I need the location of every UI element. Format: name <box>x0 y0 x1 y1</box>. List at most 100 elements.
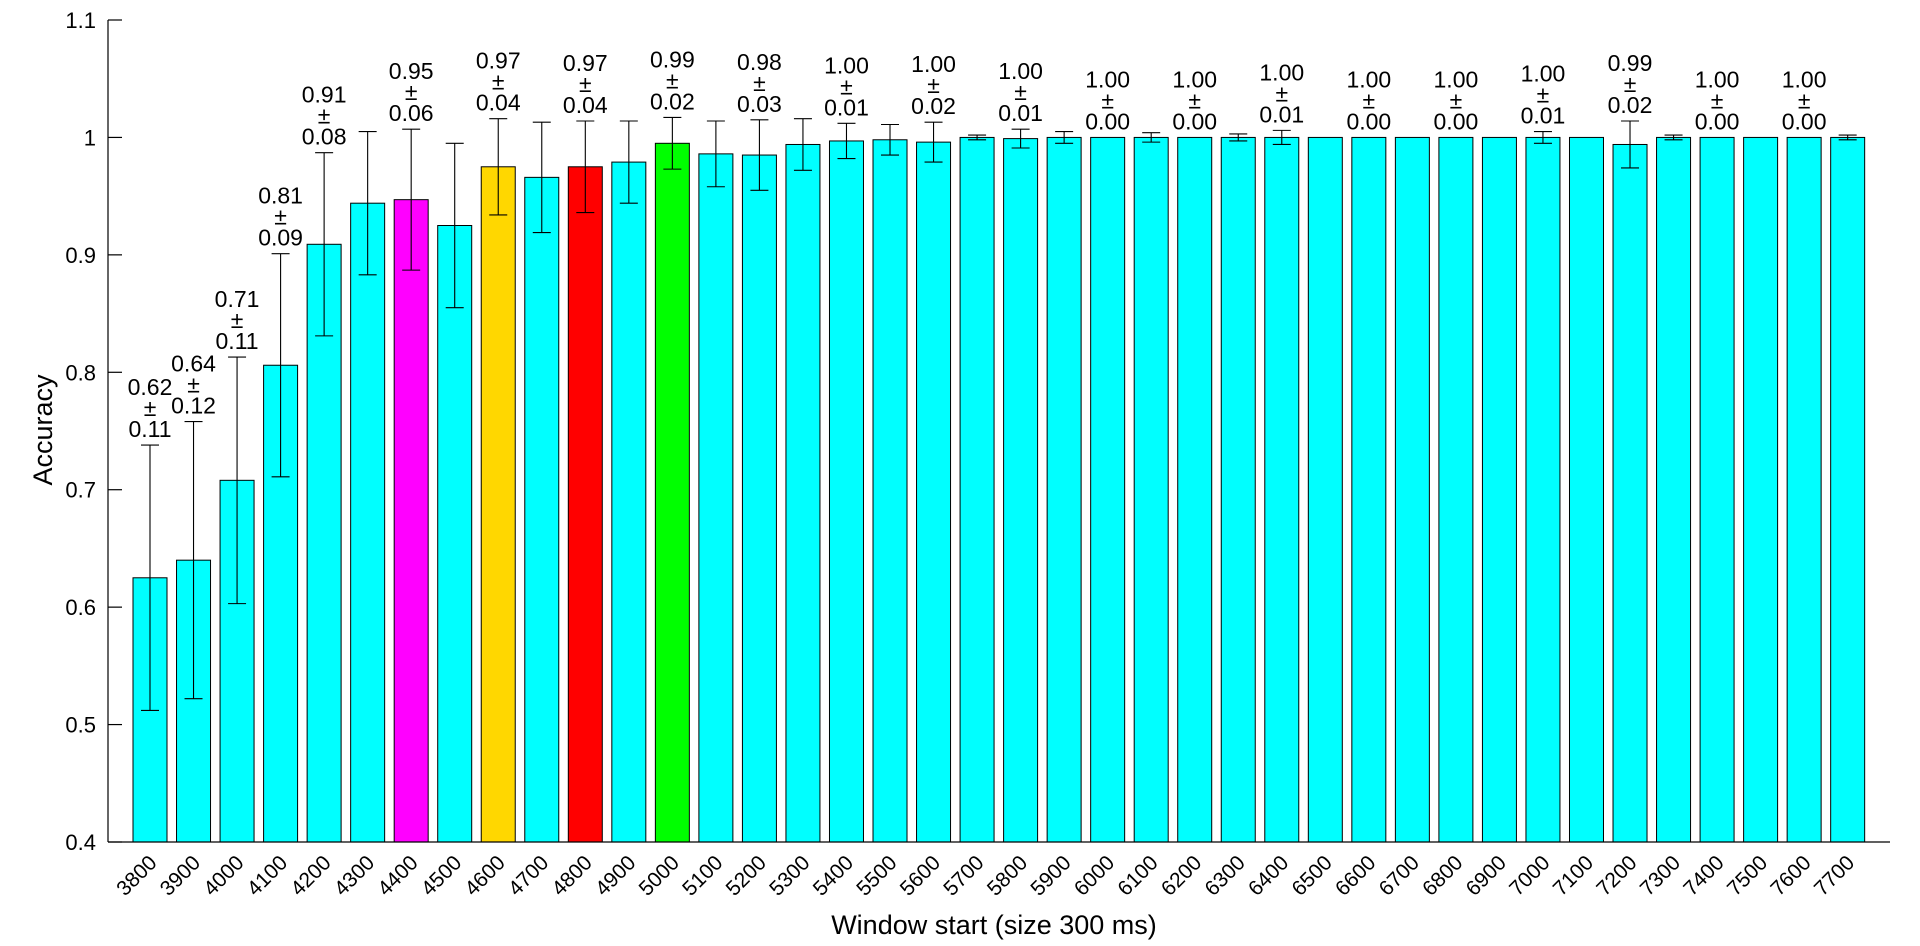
error-bar-7200 <box>1621 120 1640 169</box>
data-label-mean: 1.00 <box>1259 59 1304 85</box>
x-tick-label: 5300 <box>765 851 814 900</box>
data-label-pm: ± <box>1275 80 1288 106</box>
error-bar-4300 <box>358 131 377 276</box>
data-label-4000: 0.71±0.11 <box>215 286 260 354</box>
error-bar-5600 <box>924 121 943 163</box>
bar-7600 <box>1786 136 1822 843</box>
error-bar-5200 <box>750 119 769 191</box>
y-ticks: 0.4 0.5 0.6 0.7 0.8 0.9 1 1.1 <box>65 8 122 855</box>
x-tick-label: 4800 <box>548 851 597 900</box>
data-label-err: 0.02 <box>650 88 695 114</box>
data-label-mean: 0.97 <box>563 50 608 76</box>
bar-5400 <box>828 140 864 843</box>
data-label-err: 0.11 <box>216 328 259 354</box>
data-label-err: 0.04 <box>563 92 608 118</box>
bar-5000 <box>654 142 690 843</box>
data-label-mean: 1.00 <box>1085 66 1130 92</box>
data-label-mean: 1.00 <box>911 51 956 77</box>
data-label-err: 0.04 <box>476 90 521 116</box>
data-label-4200: 0.91±0.08 <box>302 82 347 150</box>
data-label-3900: 0.64±0.12 <box>171 351 216 419</box>
bar-6400 <box>1264 136 1300 843</box>
data-label-mean: 1.00 <box>824 52 869 78</box>
data-label-pm: ± <box>231 307 244 333</box>
x-tick-label: 4900 <box>591 851 640 900</box>
bar-4900 <box>611 161 647 843</box>
data-label-pm: ± <box>405 79 418 105</box>
data-label-pm: ± <box>318 103 331 129</box>
x-tick-label: 3900 <box>156 851 205 900</box>
data-label-err: 0.02 <box>1608 92 1653 118</box>
data-label-5200: 0.98±0.03 <box>737 49 782 117</box>
data-label-6400: 1.00±0.01 <box>1259 59 1304 127</box>
x-tick-label: 4200 <box>286 851 335 900</box>
axes <box>107 20 1890 843</box>
error-bar-4700 <box>532 121 551 234</box>
data-label-7000: 1.00±0.01 <box>1521 61 1566 129</box>
bar-7000 <box>1525 136 1561 843</box>
bar-5600 <box>916 141 952 843</box>
error-bar-3900 <box>184 421 203 700</box>
data-label-pm: ± <box>144 395 157 421</box>
error-bar-5100 <box>706 120 725 188</box>
x-tick-label: 7200 <box>1592 851 1641 900</box>
data-label-6200: 1.00±0.00 <box>1172 66 1217 134</box>
x-tick-label: 7000 <box>1505 851 1554 900</box>
data-label-mean: 0.91 <box>302 82 347 108</box>
error-bar-5800 <box>1011 128 1030 149</box>
bar-6700 <box>1394 136 1430 843</box>
data-label-6800: 1.00±0.00 <box>1434 66 1479 134</box>
x-tick-label: 3800 <box>112 851 161 900</box>
data-label-err: 0.02 <box>911 93 956 119</box>
data-label-7200: 0.99±0.02 <box>1608 50 1653 118</box>
x-tick-label: 6500 <box>1288 851 1337 900</box>
error-bar-7000 <box>1533 131 1552 144</box>
bar-4800 <box>567 166 603 843</box>
data-label-5600: 1.00±0.02 <box>911 51 956 119</box>
x-tick-label: 6000 <box>1070 851 1119 900</box>
data-label-pm: ± <box>1711 87 1724 113</box>
x-tick-label: 4400 <box>373 851 422 900</box>
data-label-mean: 0.98 <box>737 49 782 75</box>
error-bar-5500 <box>881 123 900 156</box>
x-tick-label: 5500 <box>852 851 901 900</box>
data-label-mean: 1.00 <box>1782 66 1827 92</box>
data-label-mean: 0.71 <box>215 286 260 312</box>
x-tick-label: 5800 <box>983 851 1032 900</box>
bar-5100 <box>698 153 734 843</box>
data-label-5400: 1.00±0.01 <box>824 52 869 120</box>
error-bar-6300 <box>1229 133 1248 142</box>
data-label-mean: 1.00 <box>998 58 1043 84</box>
x-tick-label: 4300 <box>330 851 379 900</box>
x-tick-label: 7100 <box>1549 851 1598 900</box>
x-axis-title: Window start (size 300 ms) <box>831 910 1157 940</box>
error-bar-6400 <box>1272 129 1291 146</box>
data-label-mean: 0.99 <box>650 46 695 72</box>
x-tick-label: 7600 <box>1766 851 1815 900</box>
y-tick-label: 0.4 <box>65 830 96 855</box>
bar-5700 <box>959 136 995 843</box>
data-label-4800: 0.97±0.04 <box>563 50 608 118</box>
bar-7100 <box>1568 136 1604 843</box>
data-label-mean: 0.62 <box>128 374 173 400</box>
data-label-mean: 0.99 <box>1608 50 1653 76</box>
data-label-3800: 0.62±0.11 <box>128 374 173 442</box>
data-label-mean: 0.81 <box>258 183 303 209</box>
data-label-err: 0.01 <box>824 94 869 120</box>
data-label-pm: ± <box>1450 87 1463 113</box>
error-bar-4800 <box>576 120 595 214</box>
data-label-pm: ± <box>1624 71 1637 97</box>
error-bar-4100 <box>271 253 290 478</box>
data-label-err: 0.01 <box>1521 103 1566 129</box>
y-tick-label: 0.5 <box>65 713 96 738</box>
data-label-err: 0.00 <box>1434 108 1479 134</box>
data-label-err: 0.01 <box>1259 101 1304 127</box>
bar-4300 <box>350 202 386 843</box>
x-tick-label: 5200 <box>722 851 771 900</box>
data-label-mean: 0.95 <box>389 58 434 84</box>
data-label-err: 0.00 <box>1695 108 1740 134</box>
bar-7400 <box>1699 136 1735 843</box>
error-bar-5700 <box>968 134 987 141</box>
error-bar-5000 <box>663 116 682 170</box>
bar-6500 <box>1307 136 1343 843</box>
